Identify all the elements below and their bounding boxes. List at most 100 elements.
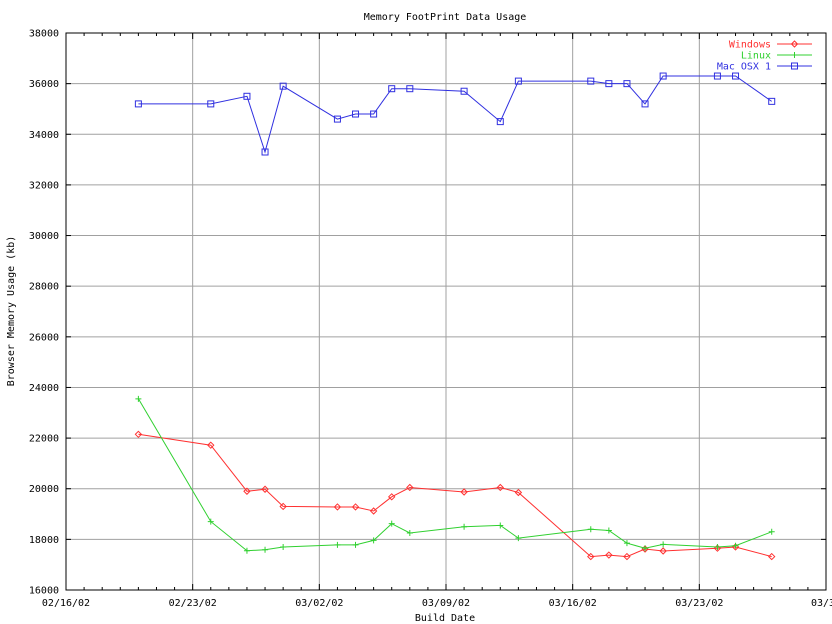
data-point-diamond	[134, 430, 143, 439]
data-point-plus	[280, 543, 287, 550]
data-point-square	[587, 77, 595, 85]
series-linux	[135, 395, 775, 554]
data-point-plus	[497, 522, 504, 529]
data-point-diamond	[460, 488, 468, 496]
data-point-square	[243, 92, 251, 100]
x-tick-label: 03/16/02	[549, 598, 597, 609]
data-point-square	[261, 148, 269, 156]
data-point-square	[713, 72, 721, 80]
data-point-square	[207, 100, 215, 108]
data-point-square	[641, 100, 649, 108]
data-point-plus	[623, 540, 630, 547]
gridlines	[66, 33, 826, 590]
series-mac-osx-1	[134, 72, 776, 156]
data-point-diamond	[587, 552, 595, 561]
legend-label: Mac OSX 1	[717, 62, 771, 73]
y-axis-label: Browser Memory Usage (kb)	[6, 236, 17, 387]
data-point-plus	[461, 523, 468, 530]
data-point-square	[605, 80, 613, 88]
data-point-diamond	[514, 488, 523, 497]
data-point-diamond	[261, 485, 269, 493]
series-layer	[134, 72, 776, 561]
data-point-square	[659, 72, 667, 80]
data-point-plus	[515, 535, 522, 542]
y-tick-label: 24000	[29, 383, 59, 394]
x-tick-label: 02/23/02	[169, 598, 217, 609]
data-point-square	[134, 100, 142, 108]
data-point-square	[496, 118, 504, 126]
data-point-plus	[334, 541, 341, 548]
legend-label: Linux	[741, 51, 771, 62]
data-point-diamond	[279, 502, 287, 511]
data-point-diamond	[243, 487, 251, 495]
x-tick-label: 02/16/02	[42, 598, 90, 609]
x-tick-label: 03/09/02	[422, 598, 470, 609]
y-tick-label: 38000	[29, 29, 59, 40]
x-tick-label: 03/30	[811, 598, 832, 609]
data-point-plus	[352, 541, 359, 548]
data-point-plus	[605, 527, 612, 534]
data-point-diamond	[369, 507, 378, 515]
series-windows	[134, 430, 776, 561]
data-point-plus	[262, 546, 269, 553]
data-point-diamond	[659, 547, 667, 555]
data-point-square	[514, 77, 522, 85]
x-axis-label: Build Date	[415, 613, 475, 624]
x-tick-label: 03/23/02	[675, 598, 723, 609]
data-point-diamond	[605, 551, 613, 559]
data-point-plus	[732, 542, 739, 549]
data-point-diamond	[333, 503, 342, 511]
data-point-diamond	[768, 552, 776, 561]
y-tick-label: 36000	[29, 79, 59, 90]
y-tick-label: 28000	[29, 282, 59, 293]
chart-title: Memory FootPrint Data Usage	[364, 12, 527, 23]
data-point-square	[279, 82, 287, 90]
x-tick-labels: 02/16/02 02/23/02 03/02/02 03/09/02 03/16/02…	[42, 598, 832, 609]
data-point-plus	[791, 52, 798, 58]
data-point-diamond	[496, 483, 504, 492]
data-point-diamond	[623, 552, 631, 561]
data-point-square	[791, 62, 798, 70]
data-point-diamond	[388, 493, 396, 501]
data-point-plus	[207, 518, 214, 525]
data-point-square	[460, 87, 468, 95]
data-point-plus	[660, 541, 667, 548]
y-tick-label: 18000	[29, 535, 59, 546]
x-tick-label: 03/02/02	[295, 598, 343, 609]
y-tick-labels: 16000 18000 20000 22000 24000 26000 28000 30000…	[29, 29, 59, 597]
data-point-square	[352, 110, 360, 118]
data-point-square	[768, 97, 776, 105]
data-point-square	[406, 85, 414, 93]
data-point-plus	[714, 543, 721, 550]
data-point-square	[623, 80, 631, 88]
data-point-plus	[370, 537, 377, 544]
legend-label: Windows	[729, 40, 771, 51]
y-tick-label: 26000	[29, 332, 59, 343]
data-point-diamond	[406, 483, 414, 492]
data-point-plus	[388, 520, 395, 527]
plot-frame	[65, 32, 827, 591]
y-tick-label: 22000	[29, 434, 59, 445]
y-tick-label: 20000	[29, 484, 59, 495]
data-point-square	[370, 110, 378, 118]
data-point-plus	[243, 547, 250, 554]
data-point-square	[388, 85, 396, 93]
data-point-square	[732, 72, 740, 80]
data-point-plus	[135, 395, 142, 402]
data-point-diamond	[790, 40, 799, 48]
y-tick-label: 32000	[29, 180, 59, 191]
data-point-diamond	[351, 503, 360, 511]
data-point-diamond	[207, 441, 215, 449]
y-tick-label: 16000	[29, 586, 59, 597]
data-point-square	[333, 115, 341, 123]
y-tick-label: 34000	[29, 130, 59, 141]
series-line	[138, 75, 772, 154]
y-tick-label: 30000	[29, 231, 59, 242]
data-point-plus	[587, 526, 594, 533]
data-point-plus	[406, 530, 413, 537]
data-point-plus	[642, 545, 649, 552]
data-point-plus	[768, 528, 775, 535]
